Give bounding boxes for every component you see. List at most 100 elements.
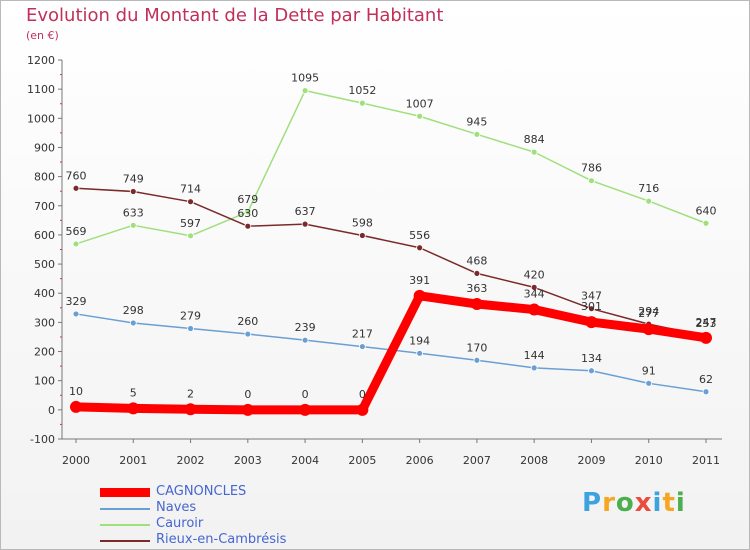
data-point bbox=[129, 188, 137, 195]
series-line-cagnoncles bbox=[71, 291, 711, 415]
data-point bbox=[473, 270, 481, 277]
data-label: 420 bbox=[524, 268, 545, 281]
data-label: 347 bbox=[581, 290, 602, 303]
data-point bbox=[645, 197, 653, 205]
data-label: 144 bbox=[524, 349, 545, 362]
x-tick-label: 2000 bbox=[62, 454, 90, 467]
data-point bbox=[244, 208, 252, 216]
data-label: 247 bbox=[696, 316, 717, 329]
data-label: 329 bbox=[66, 295, 87, 308]
y-tick-label: 1000 bbox=[27, 112, 55, 125]
data-label: 0 bbox=[302, 388, 309, 401]
data-point bbox=[184, 403, 197, 416]
legend-swatch-cauroir bbox=[100, 524, 150, 526]
y-tick-label: 500 bbox=[34, 258, 55, 271]
data-point bbox=[72, 240, 80, 248]
data-point bbox=[358, 343, 366, 350]
data-point bbox=[358, 99, 366, 107]
x-tick-label: 2008 bbox=[520, 454, 548, 467]
data-point bbox=[127, 402, 140, 415]
data-point bbox=[301, 336, 309, 344]
logo-letter: o bbox=[615, 488, 635, 518]
x-tick-label: 2004 bbox=[291, 454, 319, 467]
logo-letter: i bbox=[675, 488, 686, 518]
data-point bbox=[72, 184, 80, 192]
data-point bbox=[244, 222, 252, 230]
data-point bbox=[528, 303, 541, 316]
data-label: 569 bbox=[66, 225, 87, 238]
data-label: 391 bbox=[409, 274, 430, 287]
data-point bbox=[244, 330, 252, 338]
data-point bbox=[187, 232, 194, 240]
data-label: 468 bbox=[466, 254, 487, 267]
series-line-cauroir bbox=[75, 89, 707, 245]
logo-letter: x bbox=[634, 488, 653, 518]
legend-swatch-rieux-en-cambresis bbox=[100, 540, 150, 542]
y-tick-label: 1200 bbox=[27, 54, 55, 67]
data-point bbox=[530, 148, 538, 156]
y-tick-label: 700 bbox=[34, 200, 55, 213]
data-point bbox=[241, 403, 254, 416]
x-tick-label: 2010 bbox=[635, 454, 663, 467]
data-label: 598 bbox=[352, 217, 373, 230]
x-tick-label: 2009 bbox=[577, 454, 605, 467]
data-label: 298 bbox=[123, 304, 144, 317]
data-point bbox=[129, 221, 137, 229]
data-label: 170 bbox=[466, 341, 487, 354]
logo-letter: r bbox=[602, 488, 616, 518]
x-tick-label: 2003 bbox=[234, 454, 262, 467]
data-label: 1095 bbox=[291, 72, 319, 85]
data-label: 633 bbox=[123, 206, 144, 219]
data-point bbox=[588, 367, 595, 375]
series-line-rieux-en-cambr-sis bbox=[75, 187, 707, 337]
data-label: 630 bbox=[237, 207, 258, 220]
line-chart: -100010020030040050060070080090010001100… bbox=[27, 54, 722, 467]
data-label: 679 bbox=[237, 193, 258, 206]
data-point bbox=[588, 305, 595, 313]
data-point bbox=[416, 244, 424, 252]
x-tick-label: 2006 bbox=[406, 454, 434, 467]
data-label: 344 bbox=[524, 288, 545, 301]
data-point bbox=[187, 325, 194, 332]
x-tick-label: 2002 bbox=[177, 454, 205, 467]
data-label: 716 bbox=[638, 182, 659, 195]
data-label: 749 bbox=[123, 172, 144, 185]
data-point bbox=[473, 130, 481, 138]
data-label: 0 bbox=[359, 388, 366, 401]
data-label: 2 bbox=[187, 387, 194, 400]
data-label: 217 bbox=[352, 328, 373, 341]
legend-label-naves: Naves bbox=[156, 500, 197, 515]
chart-title: Evolution du Montant de la Dette par Hab… bbox=[26, 5, 444, 26]
data-point bbox=[187, 198, 194, 206]
data-point bbox=[702, 219, 710, 227]
y-tick-label: 1100 bbox=[27, 83, 55, 96]
chart-subtitle: (en €) bbox=[26, 29, 59, 42]
data-point bbox=[588, 177, 595, 185]
data-point bbox=[416, 112, 424, 120]
data-label: 556 bbox=[409, 229, 430, 242]
data-label: 0 bbox=[244, 388, 251, 401]
data-point bbox=[702, 388, 710, 396]
legend-label-cagnoncles: CAGNONCLES bbox=[156, 484, 247, 499]
data-point bbox=[416, 349, 424, 357]
data-label: 597 bbox=[180, 217, 201, 230]
y-tick-label: -100 bbox=[30, 433, 55, 446]
logo-letter: t bbox=[662, 488, 676, 518]
y-tick-label: 900 bbox=[34, 141, 55, 154]
data-label: 786 bbox=[581, 162, 602, 175]
x-tick-label: 2011 bbox=[692, 454, 720, 467]
y-tick-label: 600 bbox=[34, 229, 55, 242]
x-tick-label: 2007 bbox=[463, 454, 491, 467]
data-point bbox=[358, 232, 366, 239]
data-label: 253 bbox=[696, 317, 717, 330]
data-label: 91 bbox=[642, 364, 656, 377]
data-point bbox=[299, 403, 312, 416]
data-point bbox=[301, 87, 309, 95]
data-point bbox=[700, 331, 712, 344]
data-point bbox=[642, 323, 655, 336]
data-label: 301 bbox=[581, 300, 602, 313]
y-tick-label: 0 bbox=[48, 404, 55, 417]
data-label: 194 bbox=[409, 334, 430, 347]
proxiti-logo: Proxiti bbox=[582, 488, 686, 518]
data-label: 5 bbox=[130, 386, 137, 399]
